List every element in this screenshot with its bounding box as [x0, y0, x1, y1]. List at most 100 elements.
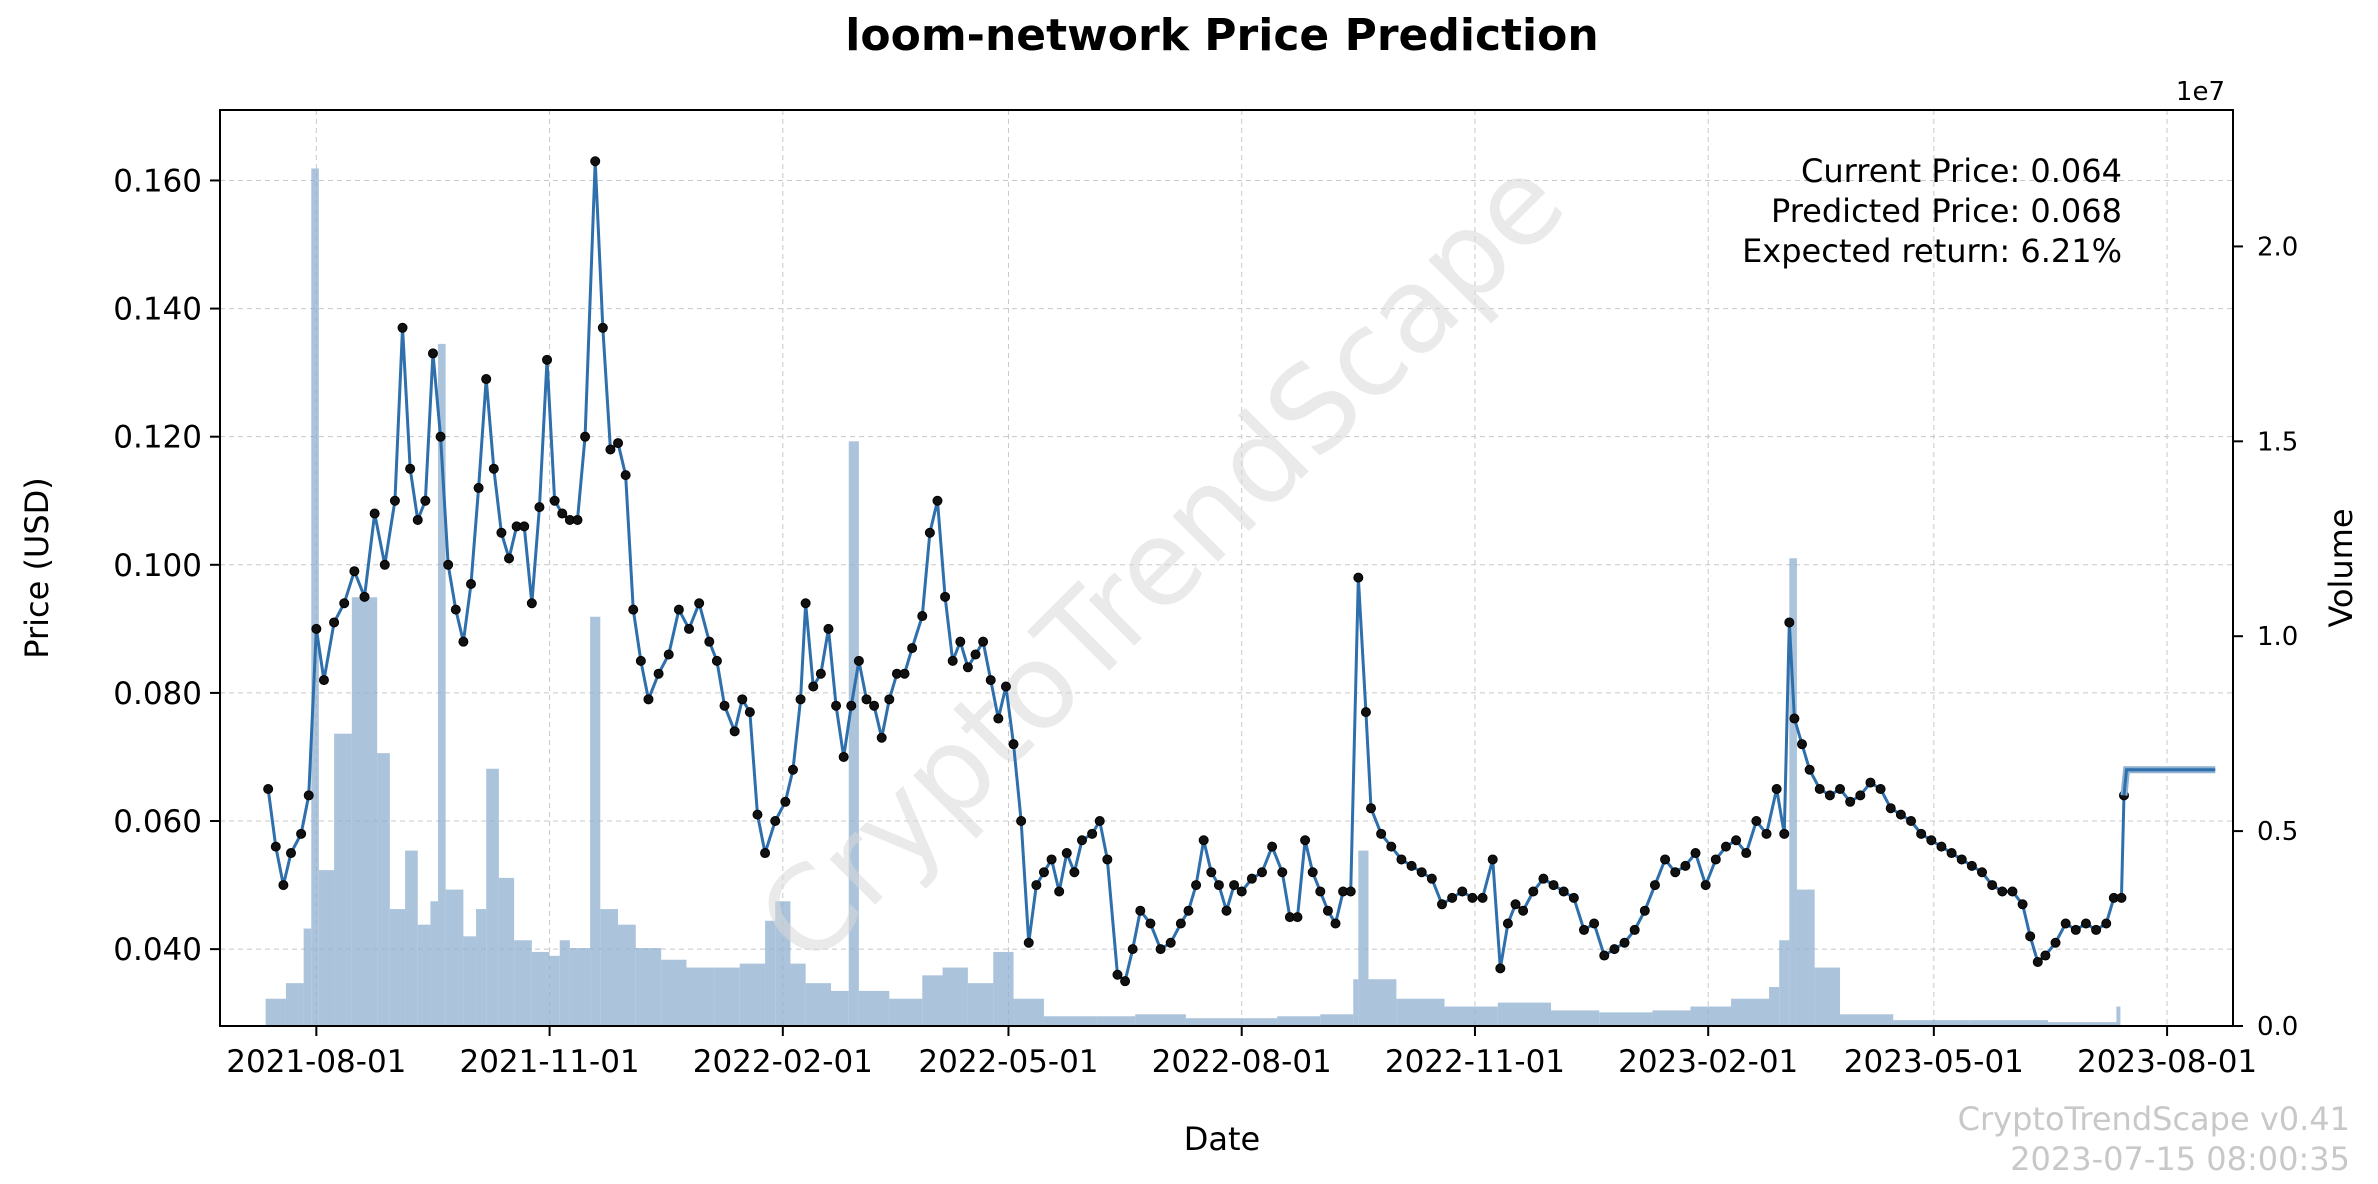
volume-bar	[1013, 998, 1044, 1026]
volume-bar	[377, 753, 390, 1026]
volume-bar	[351, 597, 378, 1026]
price-point	[1076, 835, 1087, 846]
price-point	[1120, 976, 1131, 987]
price-point	[1502, 918, 1513, 929]
price-point	[605, 444, 616, 455]
price-point	[2025, 931, 2036, 942]
volume-bar	[1789, 558, 1797, 1026]
price-point	[379, 559, 390, 570]
price-point	[815, 668, 826, 679]
watermark: CryptoTrendScape	[732, 132, 1591, 991]
price-point	[2032, 956, 2043, 967]
volume-bar	[830, 990, 849, 1026]
price-point	[635, 655, 646, 666]
volume-bar	[2047, 1022, 2117, 1026]
price-point	[1353, 572, 1364, 583]
x-tick-label: 2022-11-01	[1385, 1044, 1565, 1080]
price-point	[1518, 905, 1529, 916]
price-point	[1538, 873, 1549, 884]
price-point	[1599, 950, 1610, 961]
price-point	[2070, 924, 2081, 935]
volume-bar	[790, 963, 806, 1026]
price-point	[270, 841, 281, 852]
price-point	[1447, 892, 1458, 903]
volume-bar	[498, 877, 515, 1026]
price-point	[869, 700, 880, 711]
volume-bar	[1320, 1014, 1354, 1026]
price-point	[534, 502, 545, 513]
price-point	[2050, 937, 2061, 948]
price-point	[1487, 854, 1498, 865]
volume-bar	[318, 870, 335, 1026]
price-point	[1510, 899, 1521, 910]
price-point	[1330, 918, 1341, 929]
price-point	[711, 655, 722, 666]
price-point	[473, 482, 484, 493]
volume-bars	[265, 168, 2121, 1027]
volume-bar	[739, 963, 766, 1026]
x-tick-label: 2022-08-01	[1152, 1044, 1332, 1080]
prediction-band	[2120, 766, 2216, 796]
volume-bar	[635, 948, 662, 1026]
price-point	[1916, 828, 1927, 839]
price-point	[420, 495, 431, 506]
price-point	[729, 726, 740, 737]
price-point	[924, 527, 935, 538]
volume-bar	[848, 441, 859, 1026]
volume-bar	[1814, 967, 1841, 1026]
price-point	[1477, 892, 1488, 903]
volume-bar	[922, 975, 943, 1026]
price-point	[1609, 944, 1620, 955]
price-point	[580, 431, 591, 442]
price-point	[613, 438, 624, 449]
prediction-series	[2120, 766, 2216, 796]
price-point	[704, 636, 715, 647]
volume-bar	[1893, 1020, 1970, 1026]
y-tick-label: 0.100	[113, 548, 202, 584]
volume-bar	[889, 998, 923, 1026]
price-point	[1966, 860, 1977, 871]
price-point	[526, 598, 537, 609]
price-point	[1804, 764, 1815, 775]
price-point	[932, 495, 943, 506]
price-point	[1322, 905, 1333, 916]
volume-bar	[1185, 1018, 1224, 1026]
price-point	[1366, 803, 1377, 814]
price-point	[443, 559, 454, 570]
price-point	[1895, 809, 1906, 820]
volume-bar	[590, 616, 601, 1026]
price-point	[465, 579, 476, 590]
price-point	[1145, 918, 1156, 929]
price-point	[1987, 880, 1998, 891]
price-point	[752, 809, 763, 820]
price-point	[2116, 892, 2127, 903]
price-point	[1416, 867, 1427, 878]
volume-bar	[476, 909, 487, 1026]
price-point	[1548, 880, 1559, 891]
price-point	[572, 514, 583, 525]
price-point	[597, 322, 608, 333]
price-point	[831, 700, 842, 711]
price-point	[853, 655, 864, 666]
volume-bar	[1358, 850, 1369, 1026]
price-point	[808, 681, 819, 692]
price-point	[694, 598, 705, 609]
price-point	[1008, 739, 1019, 750]
price-point	[1127, 944, 1138, 955]
volume-bar	[993, 951, 1014, 1026]
price-point	[481, 374, 492, 385]
volume-bar	[714, 967, 740, 1026]
price-point	[795, 694, 806, 705]
price-point	[719, 700, 730, 711]
volume-axis: 0.0 0.5 1.0 1.5 2.0	[2233, 232, 2298, 1042]
price-point	[1568, 892, 1579, 903]
volume-bar	[1497, 1002, 1552, 1026]
price-point	[1875, 783, 1886, 794]
price-point	[737, 694, 748, 705]
price-point	[1376, 828, 1387, 839]
y2-axis-label: Volume	[2322, 508, 2360, 627]
price-point	[318, 675, 329, 686]
price-point	[359, 591, 370, 602]
volume-bar	[1690, 1006, 1732, 1026]
